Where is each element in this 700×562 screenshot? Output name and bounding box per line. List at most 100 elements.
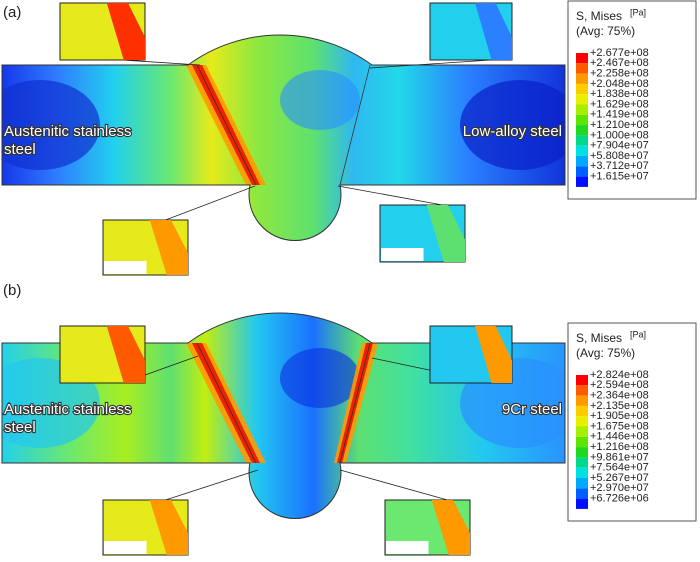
fusion-line: [339, 64, 371, 186]
legend-swatch: [576, 405, 588, 417]
legend-swatch: [576, 447, 588, 458]
legend-unit: [Pa]: [630, 7, 646, 17]
inset-blank: [381, 248, 424, 261]
legend-value: +2.594e+08: [590, 379, 649, 391]
legend-value: +1.216e+08: [590, 441, 649, 453]
legend-value: +2.258e+08: [590, 68, 649, 80]
legend-unit: [Pa]: [630, 329, 646, 339]
legend-title: S, Mises: [576, 9, 622, 23]
material-line: steel: [4, 141, 36, 158]
leader: [165, 185, 256, 221]
leader: [369, 59, 492, 69]
fusion-line: [196, 342, 257, 464]
panel: (a) Austenitic stainless steel Low-alloy st…: [1, 0, 697, 276]
legend-title: S, Mises: [576, 331, 622, 345]
legend-swatch: [576, 467, 588, 478]
material-line: steel: [4, 419, 36, 436]
material-line: Austenitic stainless: [4, 401, 132, 418]
legend-value: +2.135e+08: [590, 400, 649, 412]
legend-swatch: [576, 145, 588, 156]
fusion-zone: [192, 65, 260, 185]
legend-value: +1.210e+08: [590, 119, 649, 131]
material-label: Austenitic stainless steel: [4, 123, 132, 158]
leader: [339, 469, 448, 501]
legend-value: +2.364e+08: [590, 390, 649, 402]
legend-value: +9.861e+07: [590, 451, 649, 463]
legend-swatch: [576, 416, 588, 427]
leader: [122, 59, 201, 66]
contour-blob: [460, 80, 565, 170]
inset-blank: [386, 541, 429, 554]
legend-value: +2.048e+08: [590, 78, 649, 90]
legend-swatch: [576, 94, 588, 105]
panel: (b) Austenitic stainless steel 9Cr steel S, …: [1, 282, 697, 556]
leader: [337, 185, 443, 206]
legend-subtitle: (Avg: 75%): [576, 24, 635, 38]
legend-swatch: [576, 156, 588, 167]
legend-swatch: [576, 395, 588, 406]
fusion-line: [339, 342, 371, 464]
legend-swatch: [576, 176, 588, 187]
legend-swatch: [576, 104, 588, 115]
legend-box: [567, 0, 697, 200]
inset-zone: [431, 500, 470, 555]
legend-box: [567, 322, 697, 522]
inset-zone: [106, 3, 145, 60]
legend-value: +5.808e+07: [590, 150, 649, 162]
contour-blob: [2, 80, 100, 170]
material-label: 9Cr steel: [502, 401, 562, 418]
legend-swatch: [576, 53, 588, 64]
panel-label: (a): [3, 4, 21, 21]
legend-value: +1.419e+08: [590, 109, 649, 121]
legend-swatch: [576, 457, 588, 468]
legend-swatch: [576, 114, 588, 126]
inset-zone: [149, 220, 188, 275]
legend-swatch: [576, 375, 588, 386]
legend-swatch: [576, 73, 588, 84]
legend-value: +2.677e+08: [590, 47, 649, 59]
inset-blank: [104, 261, 147, 274]
legend-swatch: [576, 125, 588, 136]
contour-blob: [280, 70, 360, 130]
outline: [1, 312, 566, 519]
legend-value: +1.615e+07: [590, 171, 649, 183]
legend-value: +1.446e+08: [590, 431, 649, 443]
legend-value: +7.564e+07: [590, 462, 649, 474]
fusion-line: [196, 64, 257, 186]
legend-value: +7.904e+07: [590, 140, 649, 152]
legend-swatch: [576, 63, 588, 74]
legend-swatch: [576, 166, 588, 177]
legend-value: +2.467e+08: [590, 57, 649, 69]
inset-zone: [475, 3, 512, 60]
inset-zone: [106, 326, 145, 383]
legend-value: +6.726e+06: [590, 493, 649, 505]
legend-value: +1.629e+08: [590, 98, 649, 110]
legend-swatch: [576, 498, 588, 509]
legend-swatch: [576, 135, 588, 146]
legend-value: +2.824e+08: [590, 369, 649, 381]
outline: [1, 34, 566, 241]
inset-zone: [475, 326, 512, 383]
legend-value: +3.712e+07: [590, 160, 649, 172]
material-label: Austenitic stainless steel: [4, 401, 132, 436]
legend-value: +1.000e+08: [590, 129, 649, 141]
material-line: Austenitic stainless: [4, 123, 132, 140]
legend-value: +2.970e+07: [590, 482, 649, 494]
legend-subtitle: (Avg: 75%): [576, 346, 635, 360]
leader: [165, 469, 259, 501]
legend-swatch: [576, 436, 588, 448]
legend-swatch: [576, 385, 588, 396]
legend-value: +5.267e+07: [590, 472, 649, 484]
fusion-zone: [192, 343, 260, 463]
material-label: Low-alloy steel: [463, 123, 562, 140]
legend-value: +1.675e+08: [590, 420, 649, 432]
inset-zone: [426, 205, 465, 262]
panel-label: (b): [3, 282, 21, 299]
legend-swatch: [576, 488, 588, 499]
legend-swatch: [576, 83, 588, 95]
legend-value: +1.838e+08: [590, 88, 649, 100]
inset-zone: [149, 500, 188, 555]
legend-value: +1.905e+08: [590, 410, 649, 422]
legend-swatch: [576, 478, 588, 489]
